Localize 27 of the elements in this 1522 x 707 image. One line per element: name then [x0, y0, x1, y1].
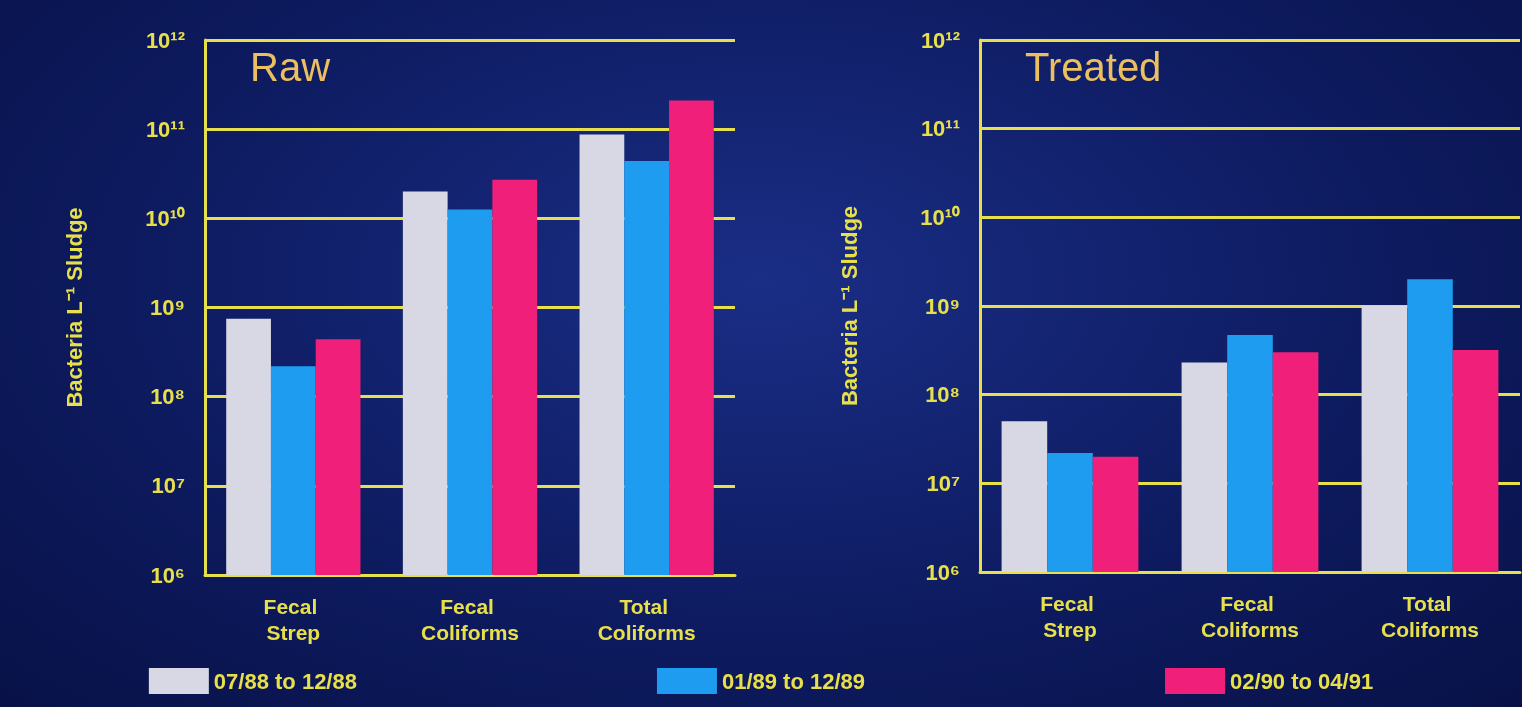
y-axis-title: Bacteria L⁻¹ Sludge	[836, 205, 862, 407]
x-tick-label: Fecal Coliforms	[1200, 591, 1300, 641]
x-tick-label: Total Coliforms	[1380, 591, 1480, 641]
chart-title: Treated	[1025, 45, 1162, 89]
y-tick-label: 10¹²	[920, 27, 960, 53]
legend-label: 02/90 to 04/91	[1230, 668, 1374, 694]
y-tick-label: 10⁷	[151, 473, 185, 499]
x-tick-label: Fecal Strep	[1040, 591, 1100, 641]
y-tick-label: 10¹¹	[145, 116, 185, 142]
chart-title: Raw	[250, 45, 331, 89]
y-tick-label: 10¹⁰	[920, 204, 960, 230]
legend-label: 07/88 to 12/88	[213, 668, 357, 694]
x-tick-label: Fecal Coliforms	[420, 594, 520, 644]
legend-label: 01/89 to 12/89	[721, 668, 866, 694]
y-tick-label: 10⁸	[150, 384, 185, 410]
y-tick-label: 10⁹	[925, 293, 960, 319]
y-tick-label: 10⁶	[925, 559, 960, 585]
x-tick-label: Fecal Strep	[263, 594, 324, 644]
y-tick-label: 10¹¹	[920, 116, 960, 142]
y-tick-label: 10¹⁰	[145, 205, 185, 231]
y-tick-label: 10⁶	[150, 562, 185, 588]
y-tick-label: 10¹²	[145, 27, 185, 53]
x-tick-label: Total Coliforms	[597, 594, 696, 644]
y-tick-label: 10⁸	[925, 382, 960, 408]
y-tick-label: 10⁷	[926, 470, 960, 496]
y-tick-label: 10⁹	[150, 295, 185, 320]
y-axis-title: Bacteria L⁻¹ Sludge	[61, 207, 87, 408]
